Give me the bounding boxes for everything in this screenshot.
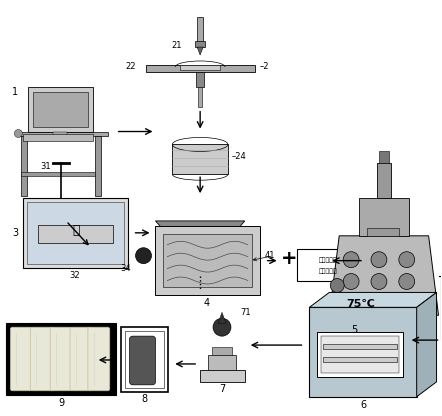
- Bar: [28, 87, 93, 131]
- FancyBboxPatch shape: [70, 327, 91, 391]
- Text: 7: 7: [219, 384, 225, 394]
- Bar: [297, 249, 359, 280]
- Bar: [95, 136, 101, 196]
- Circle shape: [343, 252, 359, 267]
- Polygon shape: [417, 292, 437, 397]
- Circle shape: [399, 274, 415, 290]
- Bar: [23, 134, 93, 141]
- Bar: [379, 151, 389, 163]
- Polygon shape: [218, 312, 226, 323]
- Text: 31: 31: [41, 162, 51, 171]
- Bar: [23, 198, 128, 267]
- Text: 9: 9: [58, 398, 64, 408]
- Bar: [172, 144, 228, 174]
- Bar: [125, 331, 164, 388]
- Bar: [121, 327, 168, 392]
- Text: 75℃: 75℃: [347, 300, 376, 310]
- Circle shape: [213, 318, 231, 336]
- Bar: [317, 332, 403, 377]
- Bar: [53, 131, 67, 136]
- Text: –24: –24: [232, 152, 247, 161]
- Text: 固化剂发料: 固化剂发料: [319, 268, 338, 274]
- Bar: [33, 92, 88, 126]
- Text: 6: 6: [360, 400, 366, 410]
- Text: 41: 41: [265, 251, 275, 260]
- FancyBboxPatch shape: [50, 327, 72, 391]
- Bar: [164, 234, 252, 287]
- Text: 71: 71: [240, 308, 251, 317]
- Bar: [156, 226, 260, 295]
- Text: +: +: [281, 249, 298, 268]
- Circle shape: [371, 295, 387, 311]
- Circle shape: [136, 248, 152, 264]
- Text: 21: 21: [172, 41, 182, 50]
- Text: 8: 8: [141, 394, 148, 404]
- Bar: [180, 65, 220, 70]
- Circle shape: [371, 252, 387, 267]
- Text: 22: 22: [125, 62, 136, 72]
- FancyBboxPatch shape: [30, 327, 53, 391]
- Text: –2: –2: [260, 62, 269, 72]
- Bar: [21, 136, 27, 196]
- Bar: [7, 323, 116, 395]
- Bar: [309, 307, 417, 397]
- Text: 1: 1: [12, 87, 19, 97]
- Bar: [200, 370, 245, 382]
- Bar: [19, 131, 108, 136]
- Polygon shape: [329, 236, 438, 315]
- Bar: [379, 315, 389, 325]
- Bar: [195, 41, 205, 47]
- FancyBboxPatch shape: [130, 336, 156, 385]
- Bar: [21, 172, 95, 176]
- Text: 32: 32: [70, 271, 80, 280]
- Bar: [212, 347, 232, 355]
- Text: 34: 34: [120, 264, 130, 273]
- Bar: [377, 163, 391, 198]
- Bar: [198, 87, 202, 106]
- Polygon shape: [309, 292, 437, 307]
- Circle shape: [371, 274, 387, 290]
- Text: 配液量控制: 配液量控制: [319, 257, 338, 262]
- Bar: [323, 344, 397, 349]
- Bar: [145, 65, 255, 72]
- Bar: [208, 355, 236, 370]
- FancyBboxPatch shape: [88, 327, 110, 391]
- Circle shape: [15, 129, 23, 137]
- Circle shape: [399, 295, 415, 311]
- Bar: [193, 262, 207, 275]
- Circle shape: [343, 274, 359, 290]
- Bar: [367, 228, 399, 236]
- Text: 4: 4: [204, 298, 210, 308]
- Bar: [196, 72, 204, 87]
- Polygon shape: [197, 47, 203, 55]
- Bar: [321, 336, 399, 373]
- Bar: [27, 202, 124, 264]
- Circle shape: [343, 295, 359, 311]
- FancyBboxPatch shape: [11, 327, 32, 391]
- Bar: [323, 357, 397, 362]
- Circle shape: [330, 279, 344, 292]
- Bar: [359, 198, 409, 236]
- Text: 或: 或: [72, 224, 80, 238]
- Circle shape: [399, 252, 415, 267]
- Text: 5: 5: [351, 325, 357, 335]
- Bar: [38, 225, 113, 243]
- Text: 3: 3: [12, 228, 19, 238]
- Polygon shape: [156, 221, 245, 262]
- Bar: [197, 17, 203, 42]
